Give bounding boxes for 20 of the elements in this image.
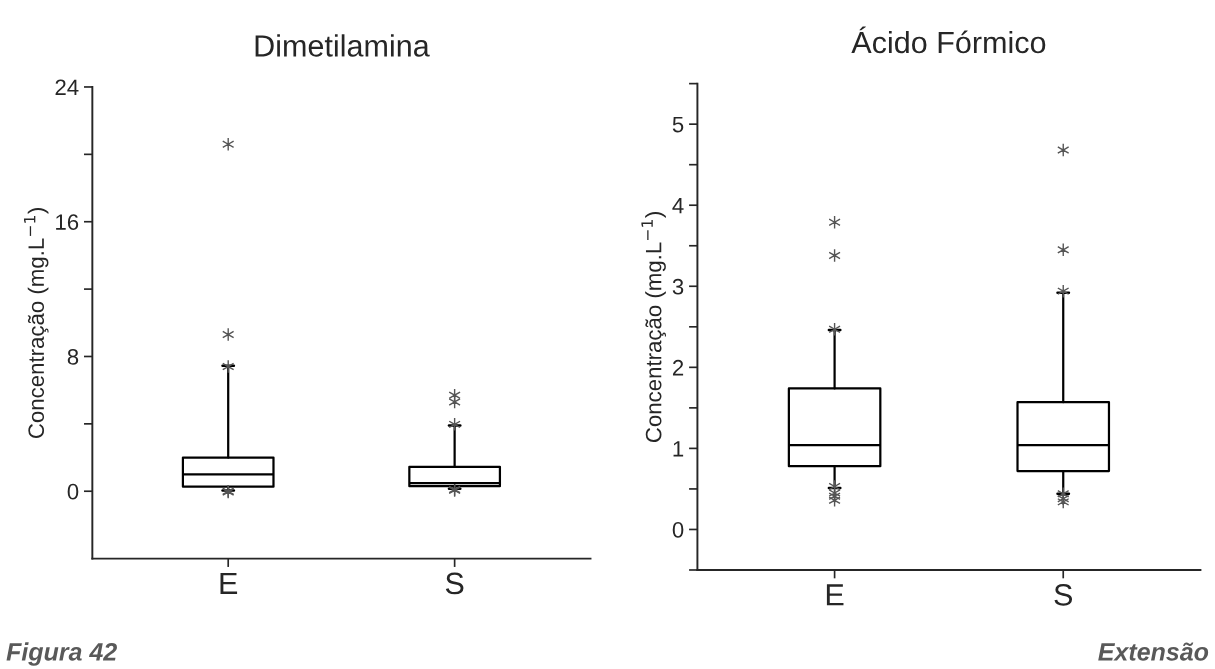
y-axis-title: Concentração (mg.L$^{−1}$) [641,212,666,443]
y-tick-label: 8 [67,349,79,365]
text: Extensão [1098,642,1209,661]
x-tick-label: E [220,572,238,594]
y-tick-label: 5 [672,116,684,133]
text: Figura 42 [6,642,117,666]
y-tick-label: 0 [672,521,684,538]
x-tick-label: S [1054,583,1073,606]
y-tick-label: 4 [672,197,684,214]
y-tick-label: 2 [672,359,684,376]
y-axis-title: Concentração (mg.L$^{−1}$) [23,208,49,438]
x-tick-label: E [826,584,844,606]
y-tick-label: 16 [56,214,79,230]
chart-title: Ácido Fórmico [851,26,1046,54]
y-tick-label: 1 [673,441,684,457]
chart-title: Dimetilamina [255,34,430,57]
y-tick-label: 0 [67,483,79,500]
y-tick-label: 3 [672,278,684,295]
y-tick-label: 24 [55,79,79,96]
x-tick-label: S [445,572,464,595]
